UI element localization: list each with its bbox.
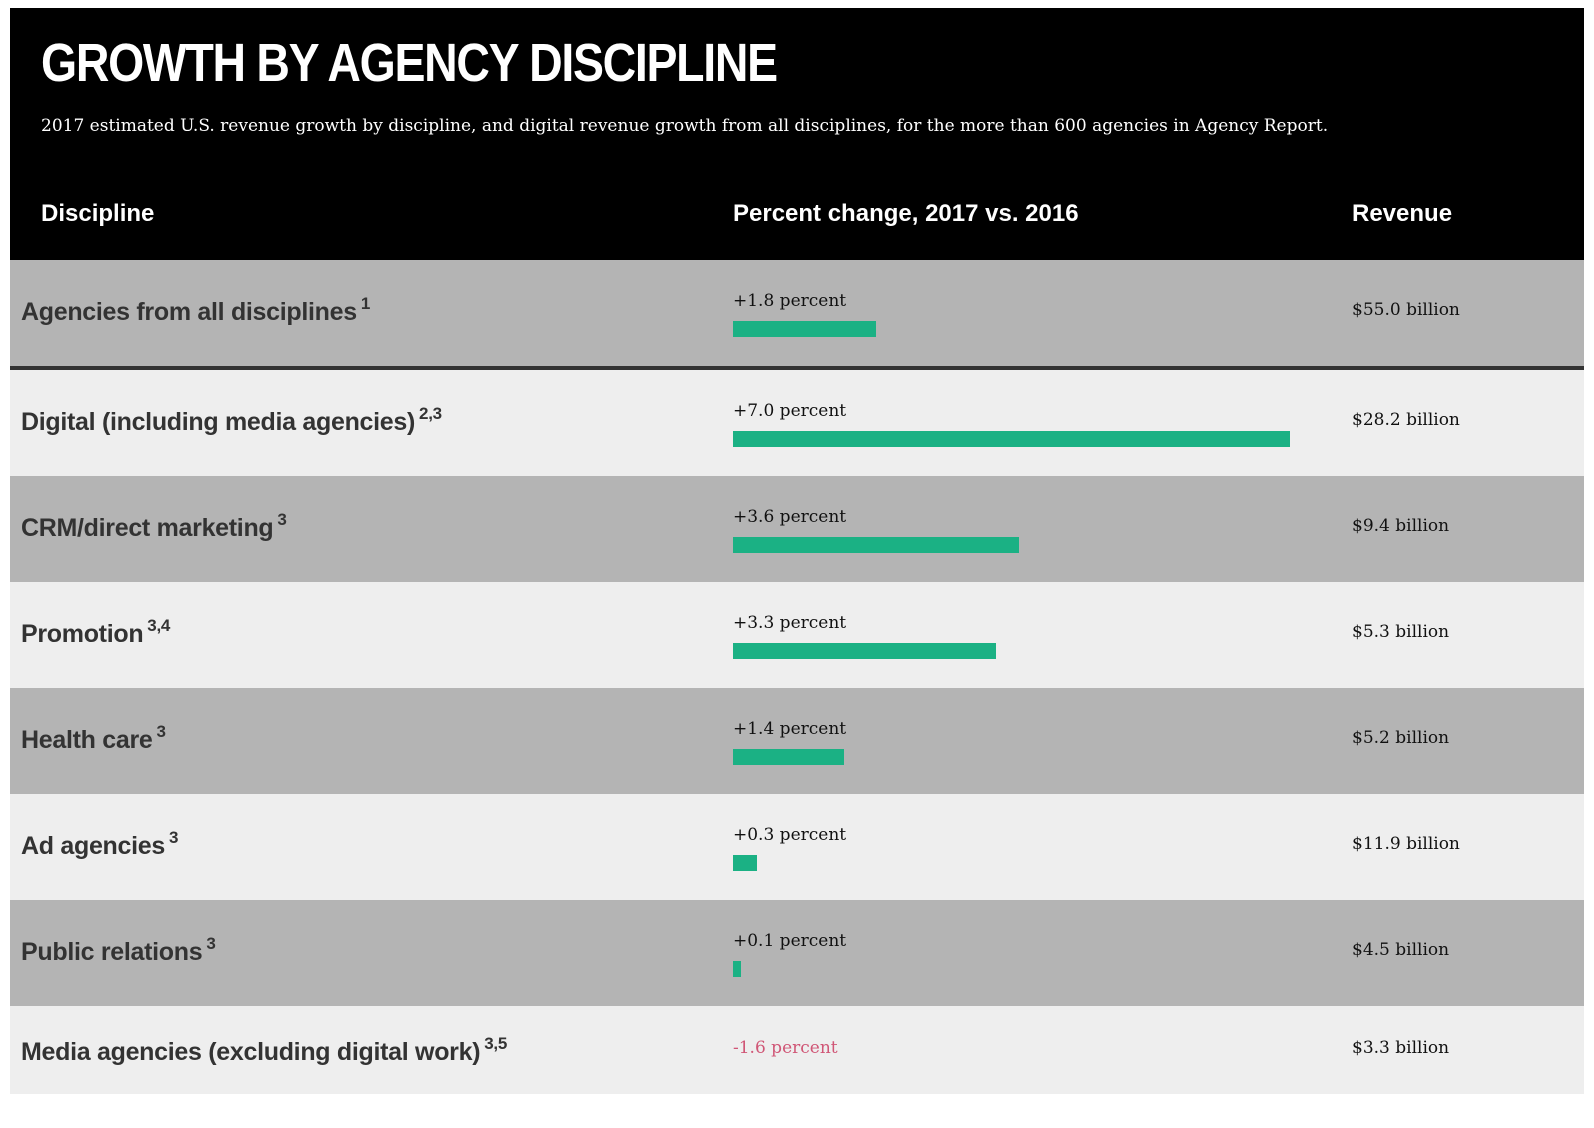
chart-subtitle: 2017 estimated U.S. revenue growth by di… [41,116,1329,136]
percent-change-bar [733,855,757,871]
footnote-marker: 1 [360,294,371,313]
discipline-label: Ad agencies 3 [21,828,179,861]
column-header-discipline: Discipline [41,200,155,227]
percent-change-label: +7.0 percent [733,401,847,421]
discipline-name: Digital (including media agencies) [21,408,416,436]
table-row: Health care 3 +1.4 percent $5.2 billion [10,688,1584,794]
percent-change-bar [733,431,1290,447]
discipline-name: Health care [21,726,153,754]
discipline-name: CRM/direct marketing [21,514,274,542]
table-row: Agencies from all disciplines 1 +1.8 perce… [10,260,1584,370]
revenue-value: $5.2 billion [1352,728,1450,748]
footnote-marker: 3,5 [484,1034,507,1053]
percent-change-label: +3.6 percent [733,507,847,527]
percent-change-label: +1.8 percent [733,291,847,311]
discipline-label: Health care 3 [21,722,166,755]
table-body: Agencies from all disciplines 1 +1.8 perce… [10,260,1584,1094]
percent-change-bar [733,961,741,977]
discipline-name: Public relations [21,938,203,966]
percent-change-label: +1.4 percent [733,719,847,739]
percent-change-label: +3.3 percent [733,613,847,633]
footnote-marker: 2,3 [419,404,442,423]
footnote-marker: 3 [206,934,216,953]
percent-change-label: +0.3 percent [733,825,847,845]
chart-header: GROWTH BY AGENCY DISCIPLINE 2017 estimat… [10,8,1584,260]
table-row: Digital (including media agencies) 2,3 +7.… [10,370,1584,476]
column-header-percent-change: Percent change, 2017 vs. 2016 [733,200,1079,227]
discipline-name: Agencies from all disciplines [21,298,357,326]
revenue-value: $9.4 billion [1352,516,1450,536]
discipline-label: Digital (including media agencies) 2,3 [21,404,442,437]
table-row: Ad agencies 3 +0.3 percent $11.9 billion [10,794,1584,900]
discipline-label: Public relations 3 [21,934,216,967]
table-row: Promotion 3,4 +3.3 percent $5.3 billion [10,582,1584,688]
table-row: CRM/direct marketing 3 +3.6 percent $9.4 bi… [10,476,1584,582]
revenue-value: $5.3 billion [1352,622,1450,642]
revenue-value: $4.5 billion [1352,940,1450,960]
footnote-marker: 3 [156,722,166,741]
percent-change-label: -1.6 percent [733,1038,838,1058]
chart-card: GROWTH BY AGENCY DISCIPLINE 2017 estimat… [10,8,1584,1123]
discipline-name: Ad agencies [21,832,165,860]
discipline-label: Media agencies (excluding digital work) 3… [21,1034,507,1067]
chart-title: GROWTH BY AGENCY DISCIPLINE [41,33,778,93]
percent-change-bar [733,321,876,337]
footnote-marker: 3 [168,828,179,847]
footnote-marker: 3,4 [147,616,171,635]
discipline-name: Promotion [21,620,144,648]
footnote-marker: 3 [277,510,287,529]
discipline-label: Promotion 3,4 [21,616,171,649]
discipline-label: CRM/direct marketing 3 [21,510,287,543]
column-header-revenue: Revenue [1352,200,1453,227]
discipline-name: Media agencies (excluding digital work) [21,1038,481,1066]
percent-change-label: +0.1 percent [733,931,847,951]
revenue-value: $28.2 billion [1352,410,1460,430]
discipline-label: Agencies from all disciplines 1 [21,294,371,327]
percent-change-bar [733,749,844,765]
percent-change-bar [733,537,1019,553]
table-row: Media agencies (excluding digital work) 3… [10,1006,1584,1094]
table-row: Public relations 3 +0.1 percent $4.5 billio… [10,900,1584,1006]
revenue-value: $3.3 billion [1352,1038,1450,1058]
revenue-value: $55.0 billion [1352,300,1460,320]
revenue-value: $11.9 billion [1352,834,1460,854]
percent-change-bar [733,643,996,659]
